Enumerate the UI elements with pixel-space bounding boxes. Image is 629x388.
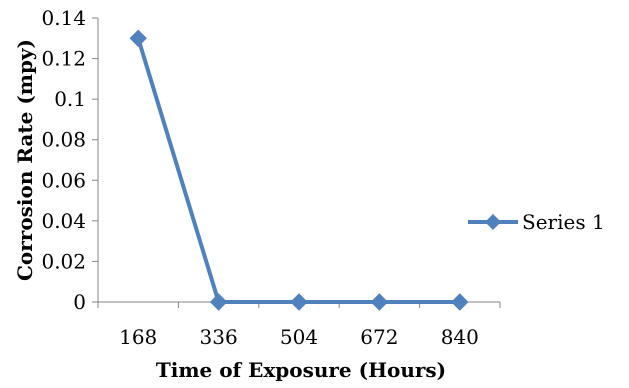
legend-marker — [485, 214, 501, 230]
legend: Series 1 — [468, 210, 605, 234]
x-axis-title: Time of Exposure (Hours) — [156, 358, 446, 382]
y-tick-label: 0.12 — [41, 47, 86, 71]
y-tick-label: 0.1 — [54, 87, 86, 111]
x-tick-labels: 168 336 504 672 840 — [119, 325, 479, 349]
data-point-marker — [290, 293, 308, 311]
y-tick-label: 0.04 — [41, 209, 86, 233]
data-point-marker — [209, 293, 228, 311]
x-tick-label: 840 — [441, 325, 479, 349]
axes — [92, 17, 501, 308]
data-point-marker — [129, 29, 147, 47]
y-tick-label: 0.06 — [41, 168, 86, 192]
y-tick-label: 0.08 — [41, 128, 86, 152]
legend-label: Series 1 — [522, 210, 605, 234]
series-group — [129, 29, 469, 311]
y-tick-label: 0.14 — [41, 6, 86, 30]
y-tick-labels: 0 0.02 0.04 0.06 0.08 0.1 0.12 0.14 — [41, 6, 86, 314]
y-axis-title: Corrosion Rate (mpy) — [13, 39, 37, 281]
y-tick-label: 0.02 — [41, 249, 86, 273]
data-point-marker — [370, 293, 389, 311]
y-tick-label: 0 — [73, 290, 86, 314]
x-tick-label: 672 — [360, 325, 398, 349]
x-tick-label: 504 — [280, 325, 318, 349]
x-tick-label: 168 — [119, 325, 157, 349]
series-line — [136, 37, 460, 304]
x-tick-label: 336 — [200, 325, 238, 349]
data-point-marker — [451, 293, 469, 311]
